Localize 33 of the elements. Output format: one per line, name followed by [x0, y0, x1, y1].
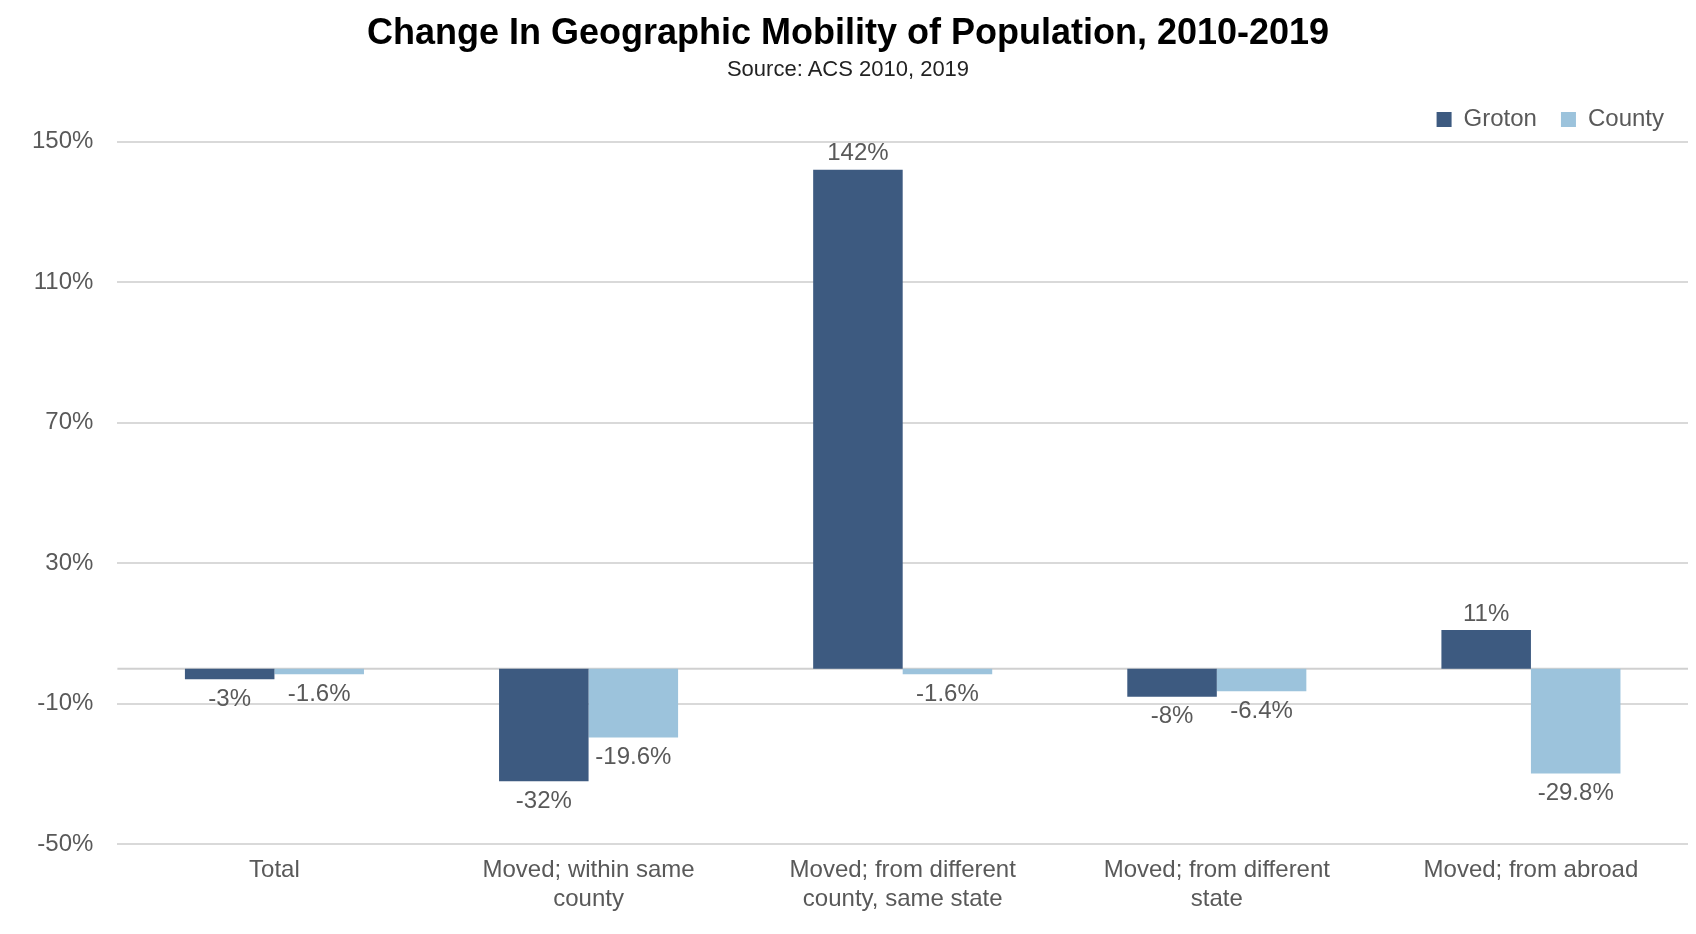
legend-label: County: [1587, 104, 1664, 132]
data-label: -1.6%: [287, 678, 351, 706]
y-tick-label: 70%: [45, 407, 94, 435]
data-label: -32%: [515, 785, 572, 813]
chart-subtitle: Source: ACS 2010, 2019: [726, 56, 970, 82]
bar: [588, 668, 679, 738]
data-label: -29.8%: [1537, 778, 1614, 806]
bar: [1441, 630, 1531, 669]
x-tick-label: Moved; from abroad: [1423, 855, 1639, 883]
data-label: 11%: [1463, 598, 1510, 626]
x-tick-label: Moved; from different county, same state: [789, 855, 1017, 912]
x-tick-label: Moved; within same county: [482, 855, 695, 912]
x-tick-label: Total: [249, 855, 300, 883]
data-label: -19.6%: [595, 742, 672, 770]
data-label: -8%: [1150, 701, 1194, 729]
data-label: -6.4%: [1230, 695, 1293, 723]
y-tick-label: -10%: [37, 688, 94, 716]
x-tick-label: Moved; from different state: [1103, 855, 1331, 912]
y-tick-label: -50%: [37, 829, 94, 857]
y-tick-label: 150%: [31, 126, 94, 154]
data-label: -1.6%: [916, 678, 979, 706]
bar: [1530, 668, 1621, 774]
data-label: -3%: [208, 683, 252, 711]
bar: [184, 668, 275, 680]
bar: [499, 668, 589, 782]
chart-title: Change In Geographic Mobility of Population, 2010-2019: [366, 10, 1330, 52]
bar: [813, 169, 903, 669]
y-tick-label: 30%: [45, 547, 94, 575]
bar: [1216, 668, 1307, 692]
y-tick-label: 110%: [33, 266, 94, 294]
bar: [1127, 668, 1217, 697]
data-label: 142%: [827, 138, 889, 166]
legend-label: Groton: [1463, 104, 1537, 132]
